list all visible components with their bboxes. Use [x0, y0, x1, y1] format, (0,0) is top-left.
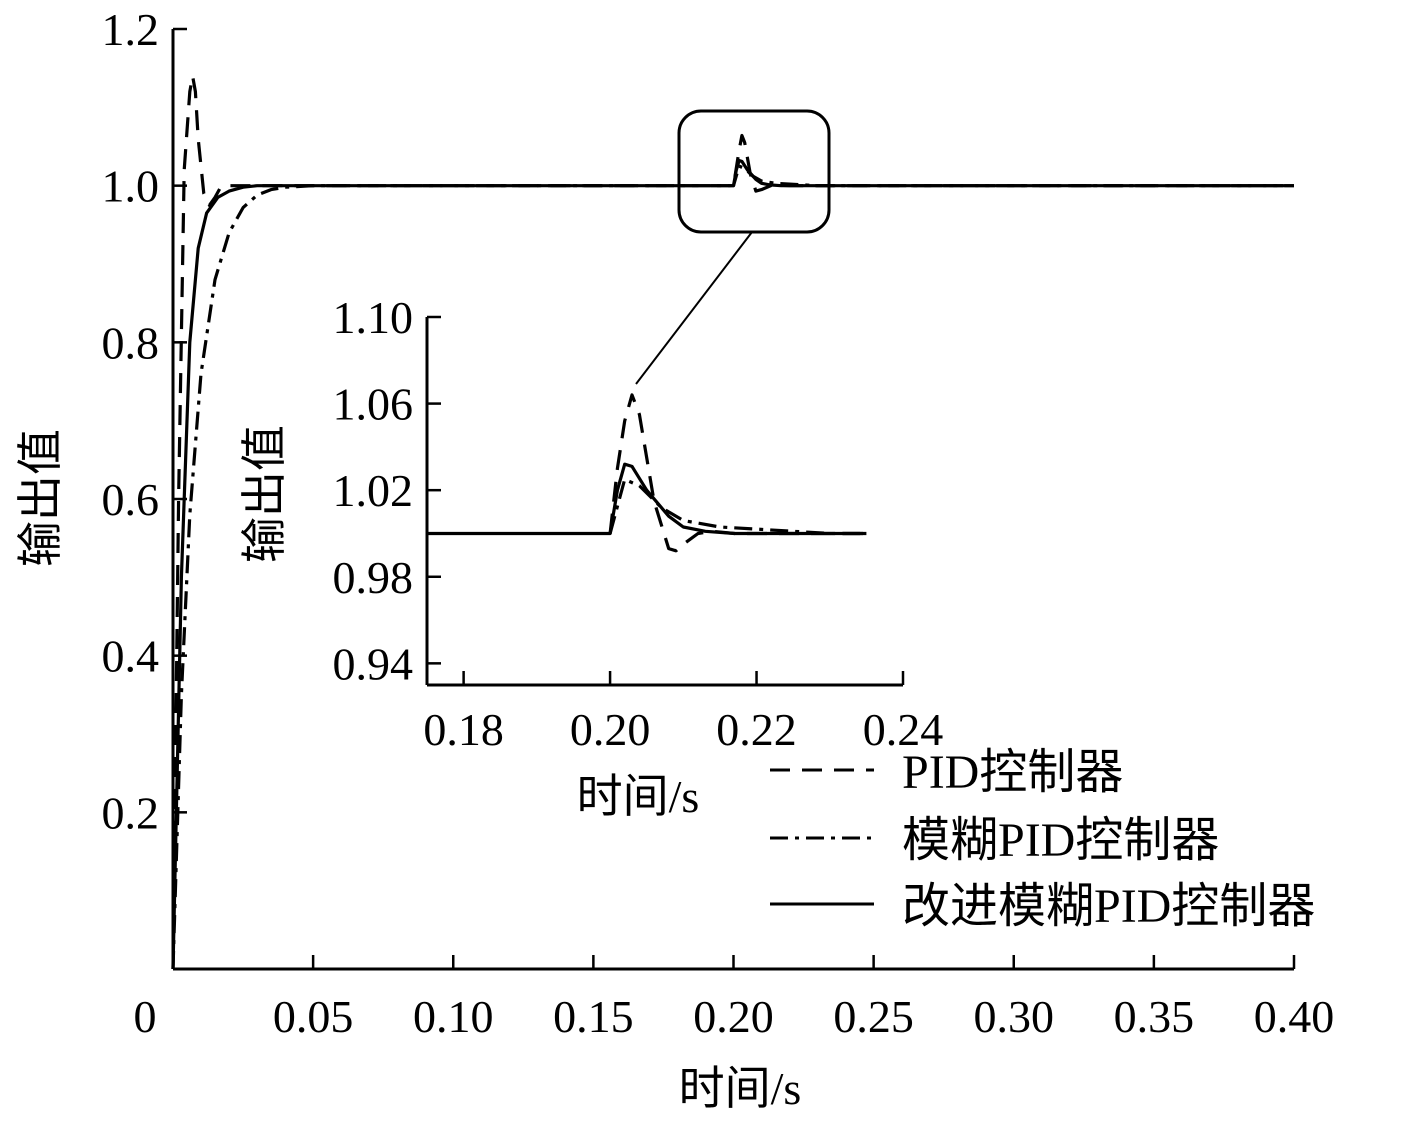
- inset-x-tick-label: 0.18: [423, 704, 504, 755]
- x-tick-label: 0.15: [553, 991, 634, 1042]
- y-tick-label: 0.4: [102, 631, 160, 682]
- legend-label-1: 模糊PID控制器: [902, 814, 1219, 867]
- zoom-callout: [635, 109, 831, 385]
- x-tick-label: 0.20: [693, 991, 774, 1042]
- y-tick-label: 0.2: [102, 787, 160, 838]
- legend-label-2: 改进模糊PID控制器: [902, 880, 1315, 933]
- y-tick-label: 0.6: [102, 474, 160, 525]
- x-tick-label: 0.35: [1114, 991, 1195, 1042]
- x-tick-label: 0.30: [974, 991, 1055, 1042]
- x-tick-label: 0.05: [273, 991, 354, 1042]
- x-tick-label: 0.40: [1254, 991, 1335, 1042]
- inset-y-axis-title: 输出值: [239, 425, 290, 563]
- zoom-box: [677, 109, 831, 234]
- inset-y-tick-label: 1.02: [333, 465, 414, 516]
- inset-y-tick-label: 1.10: [333, 292, 414, 343]
- inset-y-tick-label: 0.94: [333, 638, 414, 689]
- inset-y-tick-label: 0.98: [333, 552, 414, 603]
- inset-x-tick-label: 0.22: [716, 704, 797, 755]
- legend-label-0: PID控制器: [902, 746, 1123, 799]
- inset-x-axis-title: 时间/s: [577, 771, 700, 822]
- x-tick-label: 0.25: [833, 991, 914, 1042]
- zoom-connector-line: [635, 231, 753, 385]
- inset-background: [429, 312, 905, 685]
- x-axis-title: 时间/s: [679, 1063, 802, 1114]
- inset-series-line-2: [427, 462, 867, 536]
- inset-y-tick-label: 1.06: [333, 379, 414, 430]
- main-series-line-2: [171, 159, 1294, 970]
- y-axis-title: 输出值: [15, 429, 66, 567]
- inset-x-tick-label: 0.20: [570, 704, 651, 755]
- inset-x-tick-label: 0.24: [863, 704, 944, 755]
- y-tick-label: 1.2: [102, 4, 160, 55]
- x-tick-label: 0: [134, 991, 157, 1042]
- main-plot: 0 0.05 0.10 0.15 0.20 0.25 0.30 0.35 0.40 0.2 0.4 0…: [15, 4, 1334, 1114]
- y-tick-label: 1.0: [102, 161, 160, 212]
- x-tick-label: 0.10: [413, 991, 494, 1042]
- inset-plot: 0.18 0.20 0.22 0.24 0.94 0.98 1.02 1.06 1.10 时间/s…: [239, 292, 943, 822]
- y-tick-label: 0.8: [102, 317, 160, 368]
